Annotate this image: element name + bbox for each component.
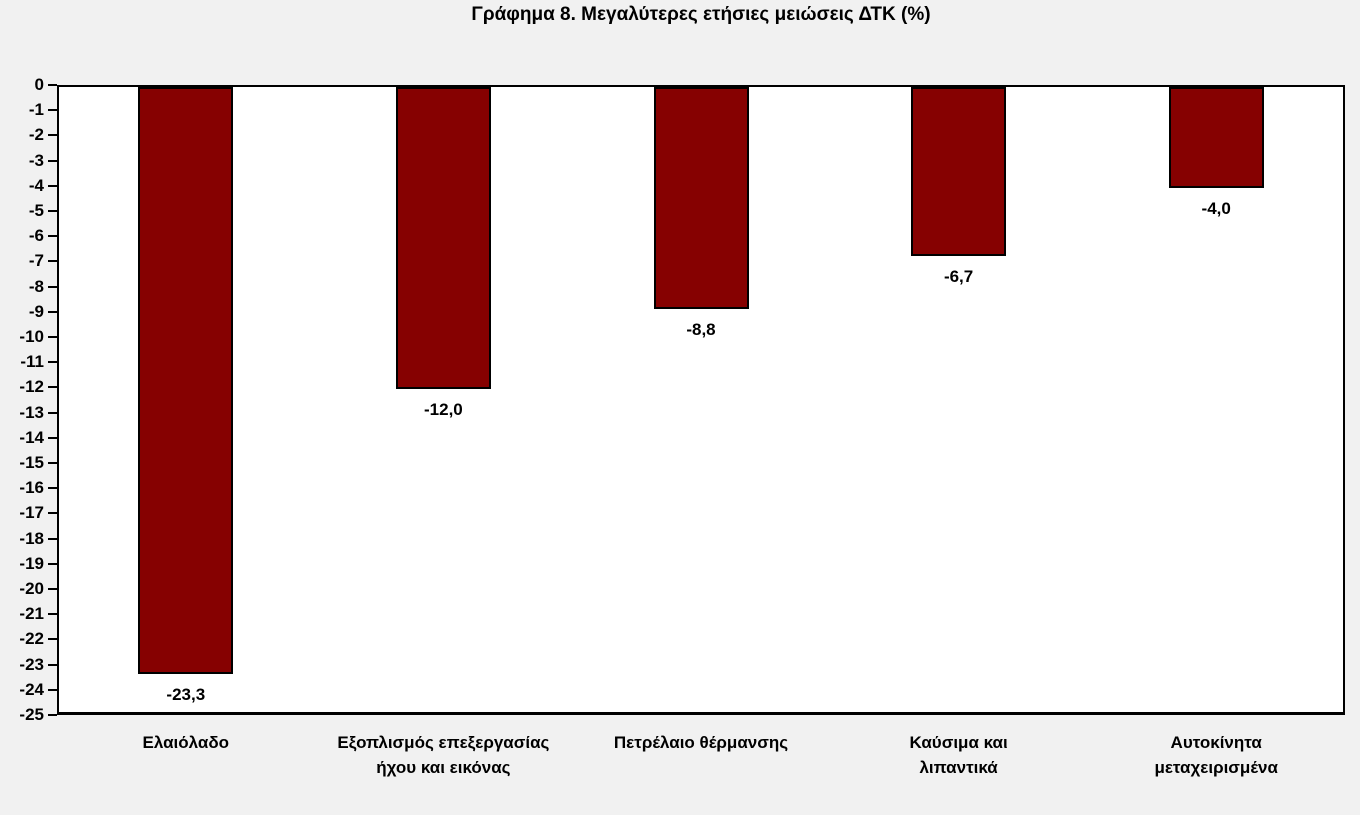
- y-tick-label: -8: [28, 276, 44, 296]
- y-tick-label: -15: [19, 453, 44, 472]
- y-tick-label: -6: [28, 226, 44, 246]
- y-tick-mark: [48, 663, 57, 666]
- bar: [138, 87, 234, 675]
- y-tick-mark: [48, 688, 57, 691]
- bar: [395, 87, 491, 390]
- y-tick-label: 0: [34, 75, 44, 94]
- y-tick-label: -4: [28, 175, 44, 195]
- x-category-label: Πετρέλαιο θέρμανσης: [613, 733, 789, 752]
- y-tick-label: -14: [19, 427, 44, 447]
- plot-area: -23,3 -12,0 -8,8 -6,7 -4,0: [57, 85, 1345, 715]
- y-tick-label: -10: [19, 327, 44, 346]
- bar: [911, 87, 1007, 256]
- bar: [653, 87, 749, 309]
- y-tick-label: -21: [19, 604, 44, 624]
- y-tick-label: -5: [28, 201, 44, 220]
- y-tick-mark: [48, 588, 57, 590]
- x-category-label: Εξοπλισμός επεξεργασίας ήχου και εικόνας: [337, 733, 550, 777]
- x-category-label: Αυτοκίνητα μεταχειρισμένα: [1154, 733, 1278, 777]
- y-tick-label: -11: [20, 352, 44, 372]
- bar: [1168, 87, 1264, 188]
- y-tick-label: -13: [19, 402, 44, 422]
- y-tick-label: -1: [28, 100, 44, 120]
- x-category-label: Καύσιμα και λιπαντικά: [909, 733, 1008, 777]
- y-tick-label: -12: [19, 377, 44, 397]
- y-tick-label: -17: [19, 503, 44, 523]
- y-tick-mark: [48, 184, 57, 187]
- bar-value-label: -12,0: [424, 400, 463, 420]
- y-tick-mark: [48, 84, 57, 86]
- y-tick-mark: [48, 462, 57, 464]
- y-tick-label: -19: [19, 553, 44, 573]
- y-tick-label: -16: [19, 478, 44, 498]
- y-tick-label: -25: [19, 705, 44, 724]
- y-tick-label: -7: [28, 251, 44, 271]
- y-tick-mark: [48, 537, 57, 540]
- y-tick-label: -2: [28, 125, 44, 145]
- y-tick-mark: [48, 310, 57, 313]
- y-tick-label: -3: [28, 150, 44, 170]
- bar-value-label: -6,7: [943, 266, 974, 286]
- y-tick-mark: [48, 512, 57, 515]
- y-tick-mark: [48, 336, 57, 338]
- y-tick-mark: [48, 436, 57, 439]
- y-tick-mark: [48, 159, 57, 162]
- y-tick-mark: [48, 134, 57, 137]
- bar-value-label: -23,3: [166, 685, 206, 705]
- y-tick-mark: [48, 260, 57, 263]
- bar-value-label: -8,8: [686, 319, 716, 339]
- y-tick-mark: [48, 562, 57, 565]
- y-tick-label: -24: [19, 679, 44, 699]
- y-tick-mark: [48, 285, 57, 288]
- y-tick-mark: [48, 210, 57, 212]
- y-tick-mark: [48, 714, 57, 716]
- y-tick-mark: [48, 109, 57, 112]
- y-tick-mark: [48, 235, 57, 238]
- y-tick-label: -9: [28, 301, 44, 321]
- y-tick-label: -18: [19, 528, 44, 548]
- y-tick-mark: [48, 386, 57, 389]
- y-tick-label: -22: [19, 629, 44, 649]
- chart-title: Γράφημα 8. Μεγαλύτερες ετήσιες μειώσεις …: [471, 4, 931, 25]
- y-tick-mark: [48, 411, 57, 414]
- y-tick-label: -20: [19, 579, 44, 598]
- y-tick-mark: [48, 487, 57, 490]
- y-tick-mark: [48, 361, 57, 364]
- y-tick-mark: [48, 613, 57, 616]
- y-tick-mark: [48, 638, 57, 641]
- bar-value-label: -4,0: [1201, 198, 1231, 218]
- x-category-label: Ελαιόλαδο: [142, 733, 230, 752]
- y-tick-label: -23: [19, 654, 44, 674]
